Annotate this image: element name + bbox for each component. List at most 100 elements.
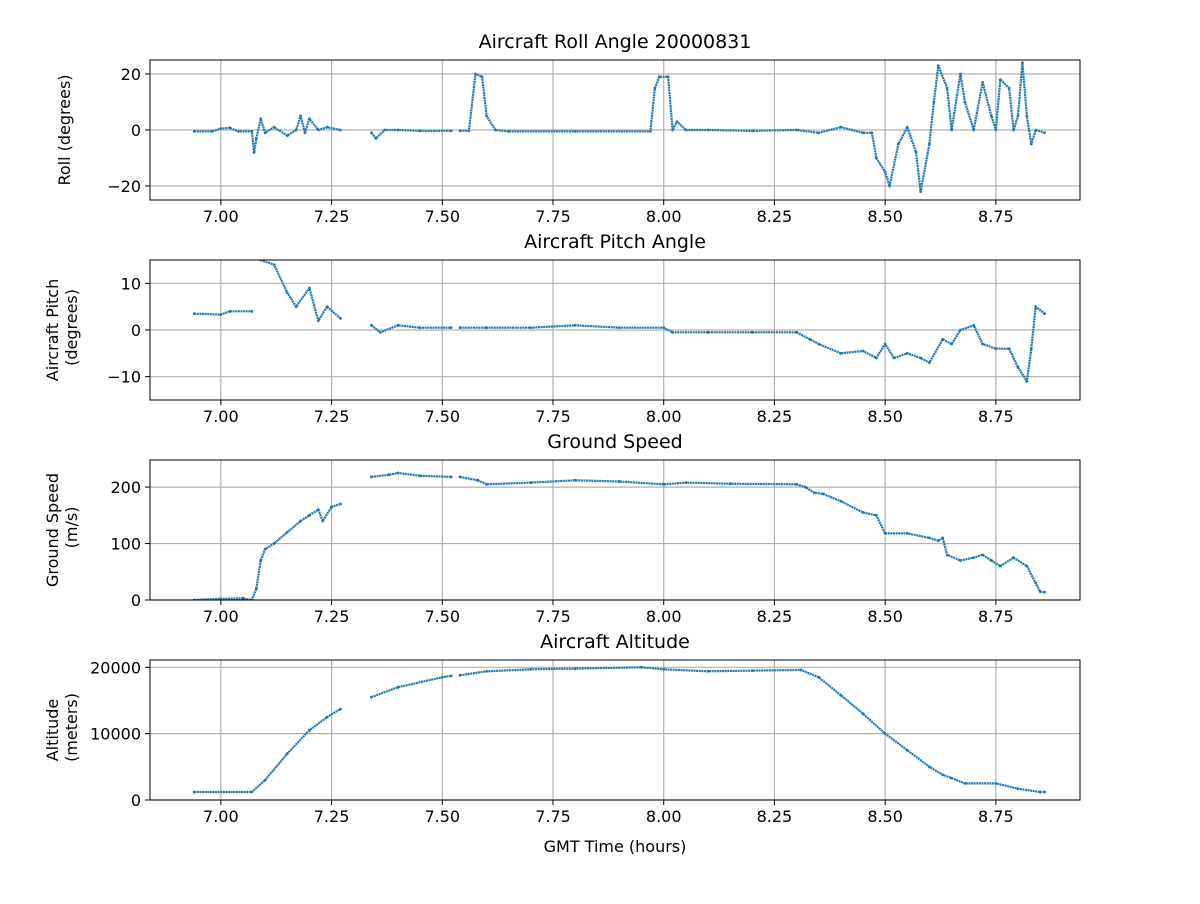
data-point: [928, 361, 931, 365]
x-tick-label: 7.75: [535, 807, 571, 826]
data-point: [308, 728, 311, 732]
data-point: [263, 778, 267, 782]
data-point: [458, 673, 462, 677]
data-segment: [370, 324, 452, 334]
x-tick-label: 8.50: [867, 807, 903, 826]
x-tick-label: 8.00: [646, 207, 682, 226]
data-point: [339, 316, 342, 320]
data-point: [339, 128, 342, 132]
data-point: [1038, 790, 1042, 794]
y-tick-label: 100: [110, 535, 141, 554]
data-point: [994, 782, 998, 785]
x-tick-label: 8.75: [978, 407, 1014, 426]
data-point: [285, 291, 289, 295]
data-point: [210, 130, 214, 133]
subplot-1: 7.00 7.25 7.50 7.75 8.00 8.25 8.50 8.75 −20 0 20 Ai…: [55, 31, 1081, 226]
subplot-title: Aircraft Roll Angle 20000831: [479, 31, 752, 53]
data-point: [817, 131, 821, 135]
data-segment: [459, 666, 1045, 794]
data-point: [990, 559, 993, 562]
data-point: [972, 128, 976, 132]
x-tick-label: 7.25: [314, 207, 350, 226]
data-point: [839, 125, 843, 129]
data-point: [706, 128, 710, 132]
data-point: [440, 675, 444, 679]
data-point: [963, 782, 967, 785]
x-tick-label: 7.50: [424, 407, 460, 426]
data-point: [804, 485, 807, 489]
data-point: [192, 312, 196, 316]
x-tick-label: 8.50: [867, 407, 903, 426]
data-point: [374, 137, 378, 140]
x-tick-label: 7.25: [314, 607, 350, 626]
data-point: [950, 342, 953, 346]
x-tick-label: 7.00: [203, 207, 239, 226]
data-point: [839, 351, 843, 355]
x-tick-label: 7.75: [535, 607, 571, 626]
data-point: [936, 539, 940, 543]
data-point: [418, 129, 422, 133]
axes-frame: [149, 259, 1081, 401]
data-point: [795, 128, 798, 132]
axes-frame: [149, 459, 1081, 601]
data-point: [905, 531, 909, 535]
data-point: [706, 669, 710, 673]
data-point: [1043, 590, 1046, 594]
y-tick-label: 20: [121, 65, 141, 84]
x-tick-label: 8.50: [867, 207, 903, 226]
x-axis-label: GMT Time (hours): [544, 837, 687, 856]
data-point: [529, 481, 533, 484]
data-point: [959, 559, 962, 562]
data-point: [325, 125, 329, 129]
data-point: [308, 117, 311, 121]
x-tick-label: 7.00: [203, 607, 239, 626]
data-segment: [460, 61, 1045, 193]
data-point: [883, 170, 887, 174]
data-point: [378, 330, 382, 334]
data-point: [573, 323, 577, 327]
data-point: [897, 142, 900, 146]
data-point: [795, 330, 798, 334]
data-point: [192, 790, 196, 794]
data-point: [485, 669, 488, 673]
data-point: [263, 131, 267, 135]
y-tick-label: −20: [107, 177, 141, 196]
data-point: [808, 337, 812, 341]
data-point: [228, 309, 232, 313]
data-point: [325, 305, 329, 309]
data-point: [507, 130, 511, 133]
data-point: [990, 114, 993, 118]
data-point: [1038, 590, 1042, 593]
data-point: [657, 75, 661, 79]
data-point: [474, 72, 477, 76]
data-point: [1025, 379, 1029, 383]
data-point: [928, 536, 931, 540]
y-axis-label: Ground Speed (m/s): [43, 473, 81, 587]
data-point: [458, 326, 462, 330]
data-point: [684, 128, 688, 132]
x-tick-label: 8.75: [978, 207, 1014, 226]
data-segment: [371, 471, 452, 478]
data-segment: [194, 114, 341, 154]
data-segment: [371, 674, 452, 699]
data-point: [418, 326, 422, 330]
data-point: [1016, 787, 1020, 791]
data-point: [981, 342, 984, 346]
data-point: [308, 286, 311, 290]
data-point: [254, 587, 258, 591]
data-point: [888, 184, 891, 188]
data-point: [839, 693, 843, 697]
data-point: [494, 128, 497, 132]
data-point: [299, 114, 302, 118]
data-point: [250, 790, 254, 794]
data-point: [299, 519, 302, 523]
data-point: [383, 128, 387, 132]
data-point: [998, 564, 1002, 568]
data-point: [861, 511, 865, 514]
data-point: [750, 669, 754, 673]
data-point: [219, 313, 223, 316]
y-tick-label: 0: [131, 591, 141, 610]
x-tick-label: 7.25: [314, 807, 350, 826]
x-tick-label: 7.50: [424, 207, 460, 226]
x-tick-label: 7.00: [203, 407, 239, 426]
